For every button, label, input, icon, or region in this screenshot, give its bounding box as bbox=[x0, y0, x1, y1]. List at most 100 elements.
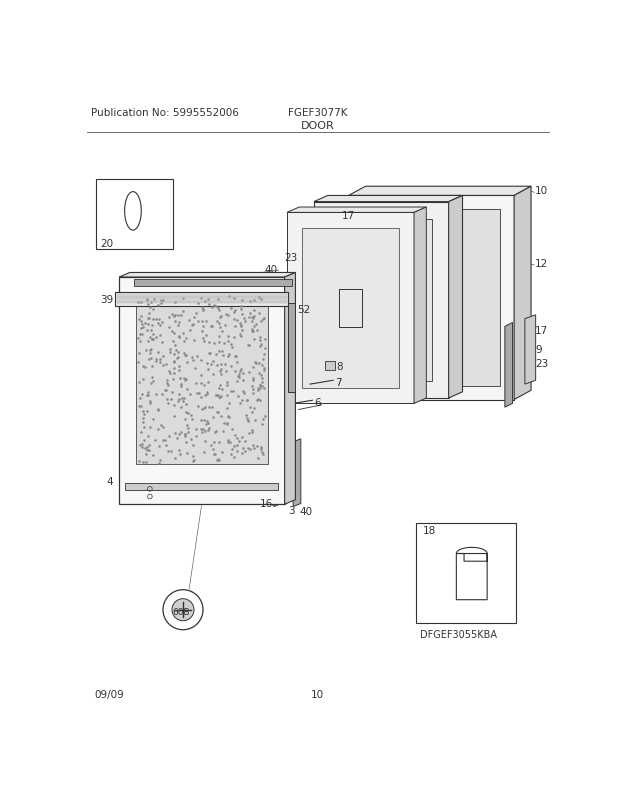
Point bbox=[244, 427, 254, 439]
Point bbox=[153, 317, 162, 330]
Point bbox=[217, 447, 227, 460]
Point bbox=[221, 389, 231, 402]
Point bbox=[257, 444, 267, 456]
Circle shape bbox=[163, 590, 203, 630]
Point bbox=[164, 379, 174, 392]
Polygon shape bbox=[285, 273, 295, 504]
Point bbox=[249, 310, 259, 322]
Point bbox=[214, 382, 224, 395]
Point bbox=[235, 317, 245, 330]
Point bbox=[240, 445, 250, 458]
Point bbox=[226, 448, 236, 461]
Point bbox=[188, 318, 198, 331]
Point bbox=[242, 443, 252, 456]
Point bbox=[140, 442, 150, 455]
Polygon shape bbox=[119, 277, 285, 504]
Point bbox=[135, 392, 145, 405]
Text: 40: 40 bbox=[265, 265, 278, 274]
Point bbox=[189, 311, 199, 324]
Text: 6: 6 bbox=[314, 397, 321, 407]
Point bbox=[196, 354, 206, 367]
Point bbox=[170, 452, 180, 464]
Point bbox=[222, 379, 232, 391]
Point bbox=[243, 338, 253, 351]
Point bbox=[144, 344, 154, 357]
Point bbox=[260, 334, 270, 346]
Point bbox=[182, 356, 192, 369]
Point bbox=[260, 348, 270, 361]
Point bbox=[174, 444, 184, 457]
Point bbox=[169, 327, 179, 340]
Point bbox=[195, 414, 205, 427]
Point bbox=[157, 388, 167, 401]
Point bbox=[157, 317, 167, 330]
Point bbox=[260, 383, 270, 395]
Text: 18: 18 bbox=[422, 526, 436, 536]
Point bbox=[258, 313, 268, 326]
Point bbox=[257, 377, 267, 390]
Point bbox=[246, 307, 255, 320]
Point bbox=[136, 399, 146, 412]
Text: 8: 8 bbox=[336, 361, 343, 371]
Point bbox=[165, 343, 175, 356]
Point bbox=[197, 426, 207, 439]
Point bbox=[242, 411, 252, 424]
Point bbox=[193, 387, 203, 399]
Point bbox=[210, 436, 219, 449]
Point bbox=[247, 315, 257, 328]
Point bbox=[232, 432, 242, 445]
Point bbox=[257, 369, 267, 382]
Point bbox=[214, 435, 224, 448]
Point bbox=[257, 441, 267, 454]
Point bbox=[184, 314, 194, 327]
Point bbox=[147, 333, 157, 346]
Point bbox=[255, 383, 265, 395]
Point bbox=[219, 318, 229, 331]
Point bbox=[162, 377, 172, 390]
Point bbox=[187, 319, 197, 332]
Point bbox=[256, 338, 266, 350]
Point bbox=[247, 323, 257, 336]
Point bbox=[248, 439, 258, 452]
Text: 10: 10 bbox=[535, 186, 548, 196]
Point bbox=[253, 393, 263, 406]
Point bbox=[215, 311, 224, 324]
Point bbox=[143, 430, 153, 443]
Text: 17: 17 bbox=[342, 210, 355, 221]
Polygon shape bbox=[505, 323, 513, 407]
Point bbox=[200, 435, 210, 448]
Point bbox=[180, 431, 190, 444]
Point bbox=[151, 354, 161, 367]
Point bbox=[234, 435, 244, 448]
Point bbox=[200, 401, 210, 414]
Point bbox=[169, 310, 179, 322]
Polygon shape bbox=[288, 304, 295, 392]
Point bbox=[216, 391, 226, 403]
Point bbox=[249, 443, 259, 456]
Point bbox=[224, 348, 234, 361]
Point bbox=[161, 384, 171, 397]
Point bbox=[208, 443, 218, 456]
Point bbox=[141, 448, 151, 460]
Point bbox=[174, 346, 184, 358]
Point bbox=[154, 439, 164, 452]
Point bbox=[231, 320, 241, 333]
Point bbox=[144, 353, 154, 366]
Point bbox=[190, 363, 200, 375]
Point bbox=[258, 413, 268, 426]
Point bbox=[200, 295, 210, 308]
Point bbox=[187, 413, 197, 426]
Point bbox=[136, 322, 146, 334]
Point bbox=[153, 404, 162, 417]
Point bbox=[147, 371, 157, 383]
Point bbox=[239, 387, 249, 400]
Point bbox=[229, 451, 239, 464]
Text: 40: 40 bbox=[299, 507, 312, 516]
Text: 3: 3 bbox=[288, 506, 294, 516]
Point bbox=[157, 336, 167, 349]
Text: 39: 39 bbox=[100, 294, 113, 304]
Point bbox=[151, 387, 161, 400]
Point bbox=[142, 389, 152, 402]
Point bbox=[148, 304, 157, 317]
Point bbox=[213, 453, 223, 466]
